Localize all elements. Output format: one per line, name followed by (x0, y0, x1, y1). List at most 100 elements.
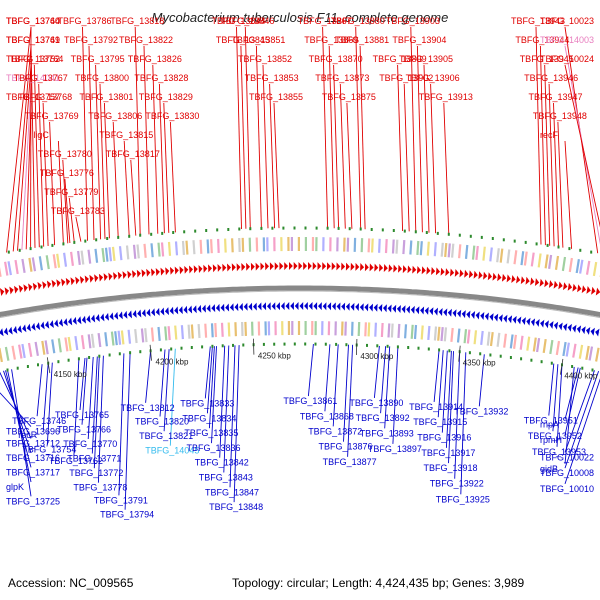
gene-label: TBFG_13725 (6, 496, 60, 506)
forward-cog-bar (402, 240, 406, 255)
forward-gene-arrow (94, 274, 99, 283)
forward-gene-arrow (151, 268, 156, 277)
leader-line (332, 344, 339, 427)
leader-line (229, 345, 236, 488)
reverse-gene-arrow (350, 302, 355, 311)
inner-green-tick (77, 357, 80, 361)
gene-label: TBFG_14045 (145, 446, 199, 456)
gene-label: TBFG_13905 (399, 54, 453, 64)
leader-line (416, 45, 423, 233)
gene-label: TBFG_13779 (44, 187, 98, 197)
gene-label: TBFG_13761 (6, 35, 60, 45)
reverse-gene-arrow (276, 302, 280, 311)
outer-green-tick (568, 247, 571, 251)
leader-line (328, 45, 335, 229)
reverse-gene-arrow (26, 323, 31, 332)
leader-line (81, 357, 88, 425)
inner-green-tick (88, 356, 91, 359)
gene-label: TBFG_13947 (529, 92, 583, 102)
inner-green-tick (159, 348, 162, 352)
forward-gene-arrow (374, 263, 379, 272)
leader-line (204, 346, 211, 399)
reverse-gene-arrow (95, 314, 100, 322)
forward-gene-arrow (440, 267, 445, 276)
reverse-gene-arrow (8, 326, 13, 335)
leader-line (21, 83, 32, 251)
reverse-gene-arrow (211, 304, 216, 313)
forward-gene-arrow (355, 262, 360, 271)
outer-green-tick (183, 230, 186, 234)
leader-line (443, 102, 450, 235)
leader-line (244, 26, 251, 229)
kbp-tick-mark (253, 338, 255, 355)
forward-gene-arrow (284, 262, 288, 271)
reverse-cog-bar (443, 327, 448, 342)
reverse-gene-arrow (535, 319, 540, 327)
forward-cog-bar (238, 237, 241, 253)
gene-label: TBFG_13820 (135, 417, 189, 427)
forward-gene-arrow (279, 262, 284, 271)
leader-line (11, 369, 32, 497)
forward-gene-arrow (250, 262, 255, 271)
forward-gene-arrow (89, 274, 94, 283)
outer-green-tick (7, 250, 10, 254)
forward-gene-arrow (459, 269, 464, 278)
forward-gene-arrow (539, 278, 544, 287)
reverse-cog-bar (463, 329, 468, 344)
reverse-cog-bar (18, 344, 23, 359)
gene-label: TBFG_13768 (18, 92, 72, 102)
leader-line (343, 344, 349, 442)
reverse-cog-bar (210, 323, 214, 338)
gene-label: TBFG_13744 (6, 16, 60, 26)
leader-line (548, 363, 555, 416)
leader-line (62, 159, 69, 244)
forward-gene-arrow (407, 265, 412, 274)
outer-green-tick (381, 228, 384, 232)
reverse-cog-bar (150, 327, 155, 342)
outer-green-tick (216, 228, 219, 232)
reverse-gene-arrow (77, 316, 82, 325)
reverse-cog-bar (565, 342, 570, 357)
reverse-cog-bar (244, 321, 247, 336)
reverse-cog-bar (167, 326, 171, 341)
reverse-cog-bar (585, 345, 590, 360)
reverse-gene-arrow (137, 309, 142, 318)
gene-label: TBFG_13801 (79, 92, 133, 102)
leader-line (460, 352, 467, 495)
forward-gene-arrow (231, 263, 236, 272)
leader-line (423, 64, 430, 233)
reverse-cog-bar (588, 346, 594, 361)
forward-cog-bar (513, 250, 518, 265)
forward-cog-bar (38, 256, 43, 271)
reverse-gene-arrow (299, 302, 304, 310)
leader-line (448, 351, 454, 464)
reverse-gene-arrow (590, 327, 595, 336)
reverse-cog-bar (526, 336, 531, 351)
inner-green-tick (427, 347, 430, 351)
leader-line (219, 345, 226, 458)
inner-green-tick (407, 346, 410, 349)
inner-green-tick (345, 343, 348, 347)
leader-line (12, 45, 32, 252)
leader-line (333, 64, 340, 229)
leader-line (441, 350, 448, 433)
forward-gene-arrow (122, 271, 127, 279)
gene-label: TBFG_13783 (51, 206, 105, 216)
reverse-gene-arrow (457, 309, 462, 318)
forward-cog-bar (108, 247, 113, 262)
leader-line (42, 102, 49, 247)
reverse-cog-bar (214, 323, 218, 338)
forward-gene-arrow (379, 263, 384, 272)
outer-green-tick (359, 227, 362, 231)
outer-green-tick (491, 237, 494, 240)
gene-label: TBFG_13844 (212, 16, 266, 26)
leader-line (36, 364, 43, 417)
gene-label: TBFG_13946 (524, 73, 578, 83)
inner-green-tick (67, 358, 70, 362)
reverse-cog-bar (144, 328, 148, 343)
reverse-cog-bar (480, 330, 484, 346)
inner-green-tick (118, 352, 121, 356)
gene-label: ligC (33, 130, 49, 140)
reverse-gene-arrow (549, 321, 554, 329)
gene-label: TBFG_13830 (145, 111, 199, 121)
